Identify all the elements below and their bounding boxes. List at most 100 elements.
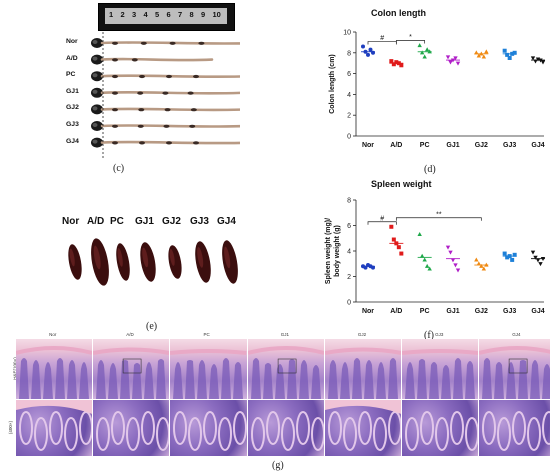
data-point — [533, 255, 538, 260]
data-point — [502, 48, 507, 53]
x-tick-label: GJ2 — [475, 308, 488, 315]
mucosa-edge — [324, 347, 401, 355]
zoom-box — [508, 358, 528, 374]
gland-outline — [156, 417, 170, 451]
data-point — [445, 245, 451, 250]
data-point — [366, 52, 370, 57]
gland-outline — [111, 411, 126, 445]
spleen-highlight — [117, 248, 123, 267]
data-point — [417, 232, 422, 237]
spleen-group-label: A/D — [87, 216, 105, 227]
crypt-shape — [453, 358, 463, 399]
cecum-highlight — [92, 123, 98, 127]
data-point — [455, 268, 461, 273]
fecal-pellet — [166, 141, 172, 145]
y-tick-label: 0 — [347, 134, 351, 141]
data-point — [474, 257, 479, 262]
ruler-number: 2 — [120, 10, 125, 19]
crypt-shape — [441, 365, 451, 399]
y-tick-label: 6 — [347, 223, 351, 230]
data-point — [481, 266, 487, 271]
histology-tile-400x — [247, 400, 324, 456]
gland-outline — [173, 411, 188, 445]
data-point — [538, 262, 543, 267]
gland-outline — [188, 417, 203, 451]
mucosa-edge — [170, 349, 247, 355]
data-point — [535, 258, 541, 263]
significance-bracket — [395, 217, 482, 221]
data-point — [391, 237, 396, 242]
significance-bracket — [395, 40, 426, 44]
gland-outline — [295, 411, 310, 445]
ruler-number: 3 — [132, 10, 137, 19]
data-point — [427, 266, 432, 271]
crypt-shape — [96, 360, 107, 399]
mucosa-edge — [402, 349, 479, 355]
panel-letter-g: (g) — [272, 460, 284, 471]
gland-outline — [357, 411, 372, 445]
gland-outline — [420, 411, 434, 445]
data-point — [481, 54, 487, 59]
crypt-shape — [506, 362, 517, 399]
y-tick-label: 8 — [347, 50, 351, 57]
crypt-shape — [132, 363, 143, 399]
data-point — [530, 250, 536, 255]
data-point — [530, 56, 536, 61]
colon-length-chart: 0 2 4 6 8 10 Colon length (cm) Nor A/D PC GJ1 GJ2 GJ… — [329, 30, 546, 149]
data-point — [399, 251, 404, 256]
histology-column-label: GJ4 — [512, 332, 521, 337]
y-tick-label: 4 — [347, 92, 351, 99]
fecal-pellet — [137, 124, 144, 128]
crypt-shape — [19, 358, 29, 399]
spleen-highlight — [69, 248, 75, 267]
crypt-shape — [197, 360, 208, 399]
mucosa-edge — [16, 346, 93, 355]
ruler-number: 1 — [109, 10, 114, 19]
histology-column-label: Nor — [49, 332, 57, 337]
histology-tile-400x — [324, 400, 401, 456]
x-tick-label: GJ2 — [475, 142, 488, 149]
gland-outline — [64, 417, 78, 451]
spleen-group-label: PC — [110, 216, 124, 227]
colon-chart-title: Colon length — [371, 8, 426, 18]
panel-letter-f: (f) — [424, 330, 434, 341]
gland-outline — [435, 417, 449, 451]
y-axis-label-line: Spleen weight (mg)/ — [325, 218, 332, 284]
crypt-shape — [417, 359, 427, 399]
histology-tile-400x — [479, 400, 550, 456]
crypt-shape — [173, 362, 184, 399]
data-point — [396, 245, 401, 250]
spleen-organ — [116, 243, 130, 281]
gland-outline — [372, 417, 387, 451]
ruler-number: 9 — [201, 10, 206, 19]
crypt-shape — [465, 361, 475, 399]
fecal-pellet — [190, 108, 197, 112]
histology-tile-100x — [324, 339, 401, 399]
x-tick-label: GJ4 — [531, 308, 544, 315]
crypt-shape — [327, 360, 338, 399]
fecal-pellet — [138, 108, 145, 112]
mucosa-edge — [247, 346, 324, 355]
significance-label: ** — [436, 211, 442, 218]
gland-outline — [497, 417, 512, 451]
colon-group-label: PC — [66, 71, 76, 79]
crypt-shape — [120, 360, 131, 399]
fecal-pellet — [112, 41, 118, 45]
ruler-number: 6 — [166, 10, 171, 19]
data-point — [484, 49, 489, 54]
y-tick-label: 6 — [347, 71, 351, 78]
submucosa — [16, 400, 93, 414]
data-point — [368, 47, 373, 52]
cecum-highlight — [92, 40, 98, 44]
colon-group-label: GJ3 — [66, 121, 79, 128]
spleen-organ — [168, 245, 182, 279]
histology-tile-100x — [170, 339, 247, 399]
data-point — [394, 60, 399, 65]
ruler: 1 2 3 4 5 6 7 8 9 10 — [98, 3, 235, 31]
crypt-shape — [262, 363, 273, 399]
gland-outline — [19, 411, 33, 445]
crypt-shape — [542, 364, 550, 399]
x-tick-label: GJ1 — [446, 308, 459, 315]
significance-label: # — [380, 215, 384, 222]
spleen-group-label: GJ4 — [217, 216, 236, 227]
